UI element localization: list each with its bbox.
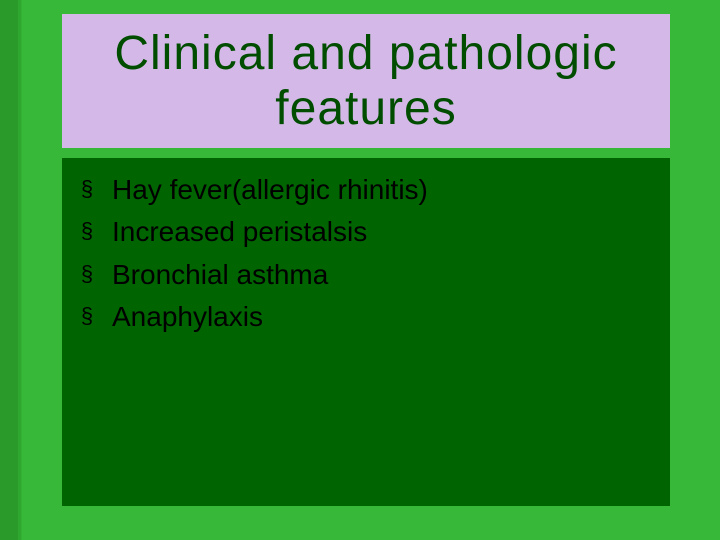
slide: Clinical and pathologic features § Hay f…: [0, 0, 720, 540]
content-box: § Hay fever(allergic rhinitis) § Increas…: [62, 158, 670, 506]
bullet-icon: §: [78, 299, 96, 332]
title-box: Clinical and pathologic features: [62, 14, 670, 148]
bullet-text: Bronchial asthma: [112, 257, 328, 293]
left-accent-stripe: [0, 0, 18, 540]
bullet-text: Increased peristalsis: [112, 214, 367, 250]
bullet-text: Hay fever(allergic rhinitis): [112, 172, 428, 208]
list-item: § Hay fever(allergic rhinitis): [78, 172, 654, 208]
list-item: § Bronchial asthma: [78, 257, 654, 293]
slide-title: Clinical and pathologic features: [62, 26, 670, 136]
bullet-icon: §: [78, 172, 96, 205]
bullet-text: Anaphylaxis: [112, 299, 263, 335]
list-item: § Anaphylaxis: [78, 299, 654, 335]
bullet-icon: §: [78, 214, 96, 247]
bullet-icon: §: [78, 257, 96, 290]
list-item: § Increased peristalsis: [78, 214, 654, 250]
